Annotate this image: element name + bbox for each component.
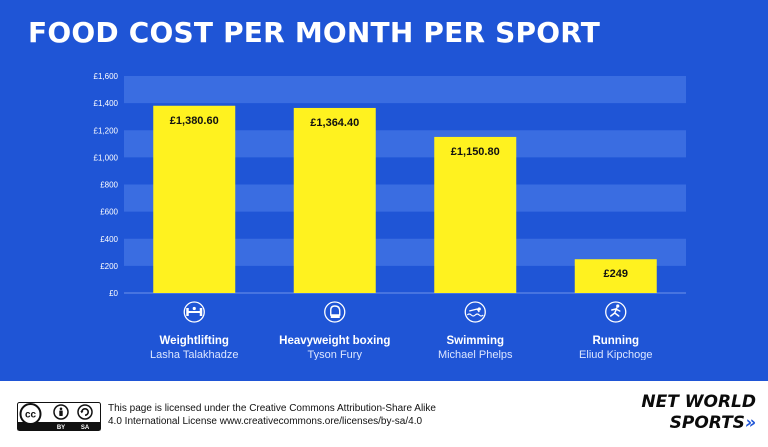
cc-icon: cc (19, 403, 42, 425)
icon-part (616, 304, 620, 308)
icon-part (199, 308, 203, 316)
bar-chart: £0 £200 £400 £600 £800 £1,000 £1,200 £1,400 £1,6… (94, 72, 686, 360)
bar (434, 136, 517, 293)
weightlifting-icon (183, 301, 205, 323)
cc-by-label: BY (57, 425, 65, 431)
y-tick-label: £400 (100, 235, 118, 244)
brand-chevrons-icon: » (744, 413, 756, 433)
y-tick-label: £1,600 (94, 72, 119, 81)
bar (293, 107, 376, 293)
y-tick-label: £1,000 (94, 153, 119, 162)
brand-line-2: SPORTS (669, 413, 745, 433)
y-tick-label: £1,200 (94, 126, 119, 135)
icon-part (466, 313, 484, 317)
footer: cc BY SA This page is licensed under the… (0, 381, 768, 447)
share-alike-icon (77, 404, 93, 420)
data-label: £1,380.60 (170, 115, 219, 127)
icon-ring (605, 301, 627, 323)
y-tick-label: £600 (100, 208, 118, 217)
icon-ring (183, 301, 205, 323)
athlete-label: Tyson Fury (308, 349, 363, 360)
main-panel: FOOD COST PER MONTH PER SPORT £0 £200 £400… (0, 0, 768, 381)
athlete-label: Michael Phelps (438, 349, 513, 360)
creative-commons-badge: cc BY SA (17, 402, 101, 431)
swimming-icon (464, 301, 486, 323)
athlete-label: Lasha Talakhadze (150, 349, 238, 360)
icon-part (330, 305, 341, 316)
boxing-glove-icon (324, 301, 346, 323)
icon-part (192, 306, 196, 311)
icon-part (330, 315, 340, 318)
athlete-label: Eliud Kipchoge (579, 349, 652, 360)
icon-part (469, 308, 480, 313)
x-tick-label: Heavyweight boxing (279, 335, 390, 347)
attribution-icon (53, 404, 69, 420)
icon-part (610, 307, 621, 317)
cc-sa-label: SA (81, 425, 90, 431)
cc-label: cc (25, 410, 37, 421)
license-text: This page is licensed under the Creative… (108, 403, 436, 427)
data-label: £1,364.40 (310, 117, 359, 129)
data-label: £1,150.80 (451, 146, 500, 158)
x-tick-label: Swimming (446, 335, 504, 347)
icon-ring (324, 301, 346, 323)
icon-ring (464, 301, 486, 323)
y-tick-label: £0 (109, 289, 118, 298)
brand-line-1: NET WORLD (641, 392, 756, 412)
bar (574, 259, 657, 293)
brand-logo: NET WORLD SPORTS» (596, 392, 756, 434)
running-icon (605, 301, 627, 323)
y-tick-label: £800 (100, 181, 118, 190)
bar (153, 105, 236, 293)
x-tick-label: Running (592, 335, 639, 347)
icon-part (188, 311, 201, 313)
page-title: FOOD COST PER MONTH PER SPORT (28, 16, 601, 49)
y-tick-label: £1,400 (94, 99, 119, 108)
data-label: £249 (604, 268, 628, 280)
x-tick-label: Weightlifting (160, 335, 229, 347)
icon-part (186, 308, 189, 316)
grid-band (124, 76, 686, 104)
y-tick-label: £200 (100, 262, 118, 271)
